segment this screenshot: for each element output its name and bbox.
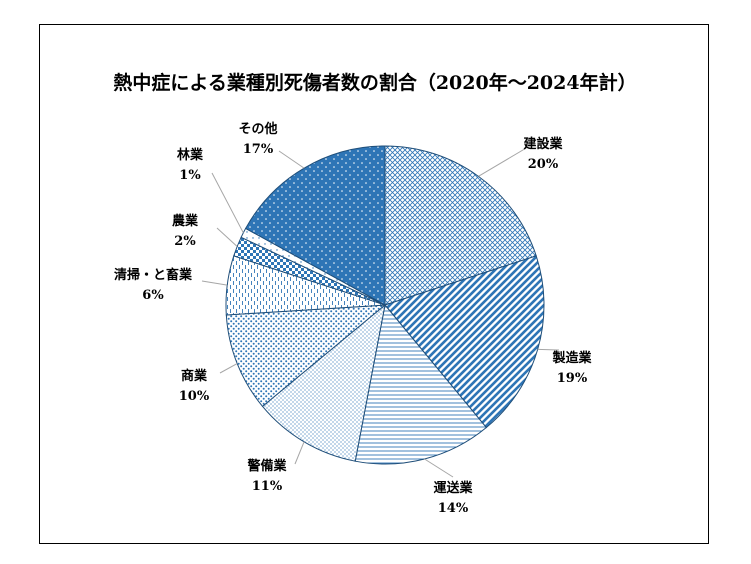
slice-labels: 建設業 20% 製造業 19% 運送業 14% 警備業 11% 商業 10% 清掃・と畜業 6% 農業 2… xyxy=(114,121,593,516)
slice-name-label-3: 運送業 xyxy=(433,480,473,496)
leader-lines xyxy=(201,146,560,478)
slice-name-label-8: 林業 xyxy=(177,147,204,163)
slice-pct-label-2: 19% xyxy=(557,371,588,386)
slice-name-label-9: その他 xyxy=(238,121,277,137)
leader-line-2 xyxy=(537,348,560,351)
slice-pct-label-4: 11% xyxy=(252,479,283,494)
pie-slice-9 xyxy=(244,145,386,306)
slice-name-label-1: 建設業 xyxy=(523,136,563,152)
slice-pct-label-7: 2% xyxy=(174,234,196,249)
slice-name-label-5: 商業 xyxy=(181,368,208,384)
slice-pct-label-9: 17% xyxy=(243,142,274,157)
slice-pct-label-6: 6% xyxy=(142,288,164,303)
pie-chart: 熱中症による業種別死傷者数の割合（2020年～2024年計） 建設業 20% 製造業… xyxy=(113,71,636,516)
leader-line-5 xyxy=(219,363,238,374)
slice-pct-label-8: 1% xyxy=(179,168,201,183)
slice-pct-label-1: 20% xyxy=(528,157,559,172)
leader-line-6 xyxy=(201,280,228,286)
pie-slice-4 xyxy=(261,303,386,462)
leader-line-7 xyxy=(216,227,238,247)
leader-line-1 xyxy=(478,146,529,177)
leader-line-4 xyxy=(294,441,305,465)
leader-line-8 xyxy=(211,172,244,234)
pie-slice-5 xyxy=(225,304,387,408)
leader-line-3 xyxy=(424,458,454,478)
slice-name-label-4: 警備業 xyxy=(247,458,287,474)
slice-name-label-2: 製造業 xyxy=(551,350,592,366)
pie-slices xyxy=(225,145,545,465)
slice-name-label-6: 清掃・と畜業 xyxy=(114,267,193,283)
leader-line-9 xyxy=(278,150,305,169)
slice-pct-label-5: 10% xyxy=(179,389,210,404)
pie-slice-3 xyxy=(354,303,488,465)
chart-title: 熱中症による業種別死傷者数の割合（2020年～2024年計） xyxy=(113,71,636,94)
chart-frame: 熱中症による業種別死傷者数の割合（2020年～2024年計） 建設業 20% 製造業… xyxy=(39,24,709,544)
slice-name-label-7: 農業 xyxy=(172,213,199,229)
pie-slice-2 xyxy=(384,255,545,429)
slice-pct-label-3: 14% xyxy=(438,501,469,516)
